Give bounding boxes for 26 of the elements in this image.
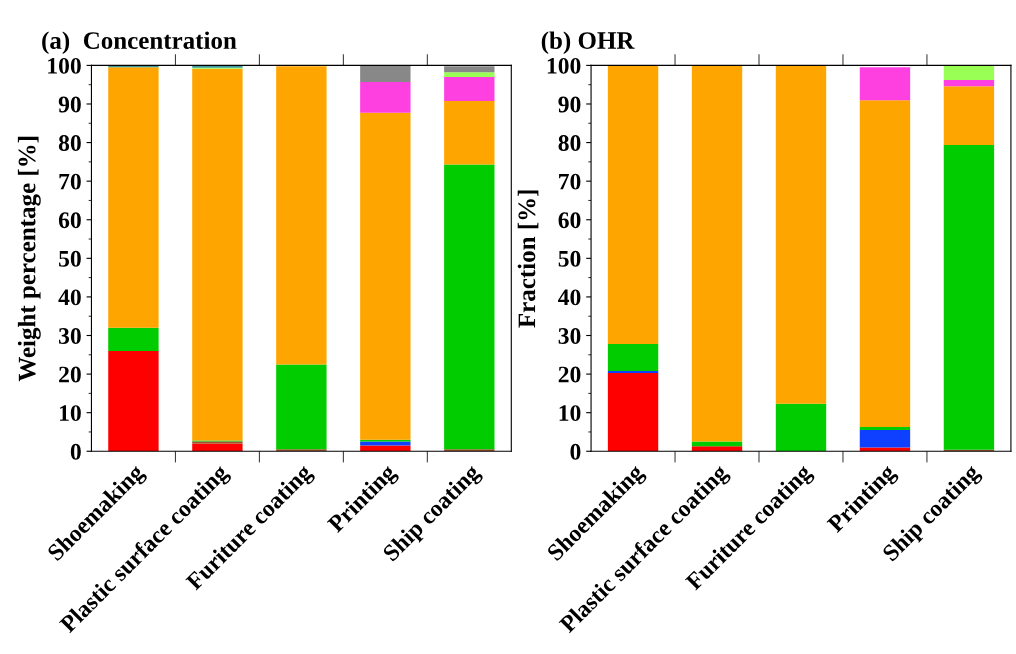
y-tick-label: 40 (558, 289, 581, 306)
chart-title: (a) Concentration (42, 31, 237, 55)
y-tick-label: 10 (60, 405, 81, 422)
y-tick-label: 90 (58, 96, 81, 113)
y-tick-label: 10 (559, 405, 581, 422)
y-tick-label: 30 (59, 327, 81, 344)
y-axis-title: Weight percentage [%] (17, 136, 41, 382)
y-tick-label: 60 (58, 212, 81, 229)
y-tick-label: 20 (558, 366, 581, 383)
y-tick-label: 70 (59, 173, 81, 190)
y-tick-label: 100 (48, 57, 81, 74)
y-tick-label: 50 (59, 250, 81, 267)
y-axis-title: Fraction [%] (517, 190, 539, 328)
y-tick-label: 0 (70, 443, 81, 460)
y-tick-label: 20 (59, 366, 81, 383)
y-tick-label: 40 (58, 289, 81, 306)
y-tick-label: 80 (58, 135, 81, 151)
y-tick-label: 50 (558, 250, 581, 267)
y-tick-label: 0 (570, 443, 581, 460)
y-tick-label: 90 (558, 96, 581, 113)
chart-title: (b) OHR (541, 31, 635, 55)
y-tick-label: 60 (558, 212, 581, 229)
y-tick-label: 100 (547, 57, 581, 74)
y-tick-label: 80 (558, 135, 581, 151)
y-tick-label: 70 (559, 173, 581, 190)
y-tick-label: 30 (558, 327, 581, 344)
